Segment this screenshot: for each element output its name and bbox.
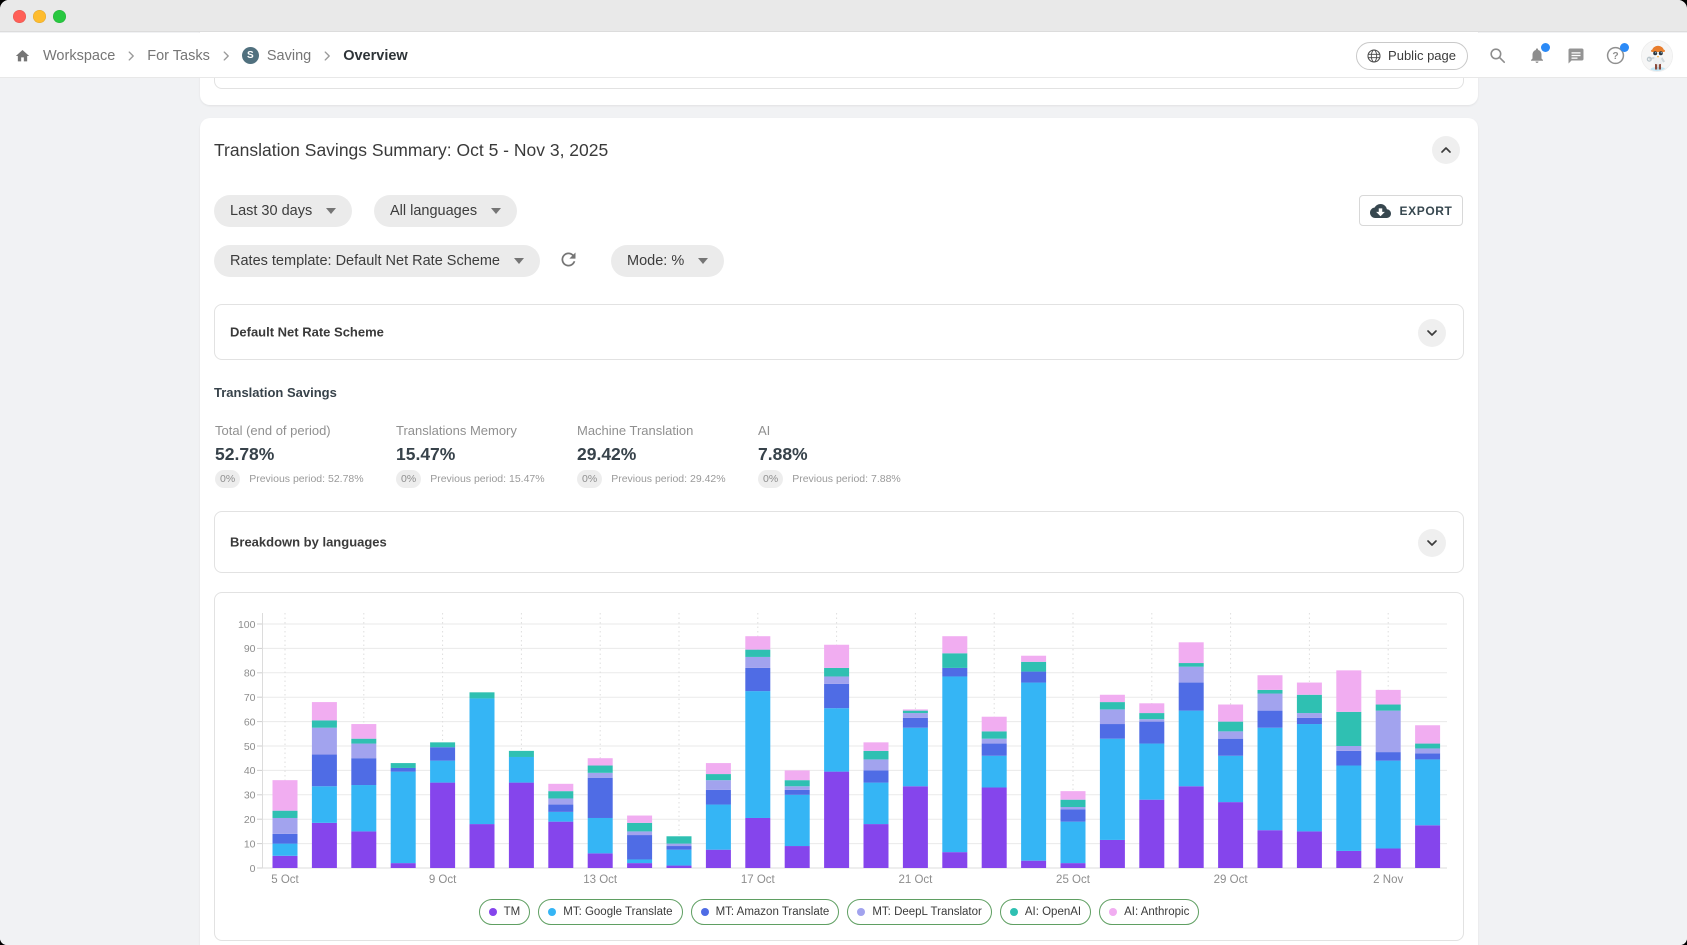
svg-text:17 Oct: 17 Oct — [741, 874, 776, 886]
svg-text:9 Oct: 9 Oct — [429, 874, 457, 886]
svg-text:0: 0 — [250, 863, 256, 875]
svg-text:21 Oct: 21 Oct — [898, 874, 933, 886]
svg-text:40: 40 — [244, 765, 256, 777]
svg-text:30: 30 — [244, 790, 256, 802]
svg-text:90: 90 — [244, 643, 256, 655]
svg-text:50: 50 — [244, 741, 256, 753]
svg-text:100: 100 — [238, 619, 256, 631]
svg-text:25 Oct: 25 Oct — [1056, 874, 1091, 886]
svg-text:2 Nov: 2 Nov — [1373, 874, 1403, 886]
svg-text:60: 60 — [244, 716, 256, 728]
svg-text:?: ? — [1612, 51, 1618, 62]
svg-text:70: 70 — [244, 692, 256, 704]
svg-text:13 Oct: 13 Oct — [583, 874, 618, 886]
svg-text:80: 80 — [244, 668, 256, 680]
svg-text:5 Oct: 5 Oct — [271, 874, 299, 886]
svg-text:29 Oct: 29 Oct — [1214, 874, 1249, 886]
svg-text:20: 20 — [244, 814, 256, 826]
svg-text:10: 10 — [244, 838, 256, 850]
